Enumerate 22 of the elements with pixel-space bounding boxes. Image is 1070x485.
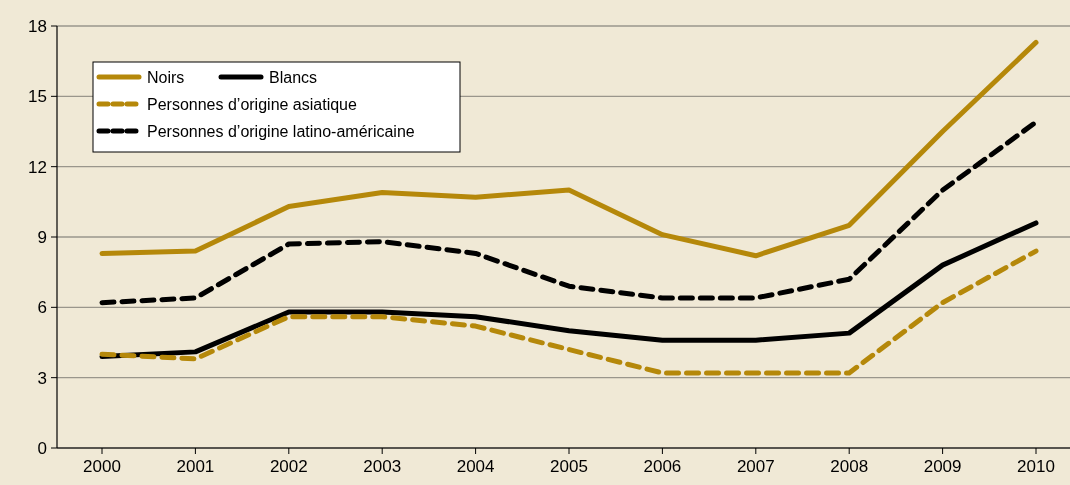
y-tick-label: 3 xyxy=(37,368,47,388)
y-tick-label: 15 xyxy=(28,87,47,107)
y-tick-label: 6 xyxy=(37,298,47,318)
x-tick-label: 2009 xyxy=(923,457,962,476)
x-tick-label: 2005 xyxy=(550,457,588,476)
x-tick-label: 2003 xyxy=(363,457,402,476)
x-tick-label: 2010 xyxy=(1017,457,1055,476)
y-tick-label: 9 xyxy=(37,227,47,247)
legend-label: Personnes d’origine latino-américaine xyxy=(147,122,415,140)
x-tick-label: 2002 xyxy=(269,457,308,476)
x-tick-label: 2001 xyxy=(176,457,215,476)
y-tick-label: 12 xyxy=(28,157,47,177)
legend-label: Blancs xyxy=(269,68,318,86)
y-tick-label: 18 xyxy=(28,16,47,36)
x-tick-label: 2004 xyxy=(456,457,495,476)
y-tick-label: 0 xyxy=(37,438,47,458)
x-tick-label: 2006 xyxy=(643,457,682,476)
legend-label: Noirs xyxy=(147,68,185,86)
x-tick-label: 2007 xyxy=(736,457,775,476)
x-tick-label: 2008 xyxy=(830,457,869,476)
legend-label: Personnes d’origine asiatique xyxy=(147,95,358,113)
x-tick-label: 2000 xyxy=(83,457,121,476)
